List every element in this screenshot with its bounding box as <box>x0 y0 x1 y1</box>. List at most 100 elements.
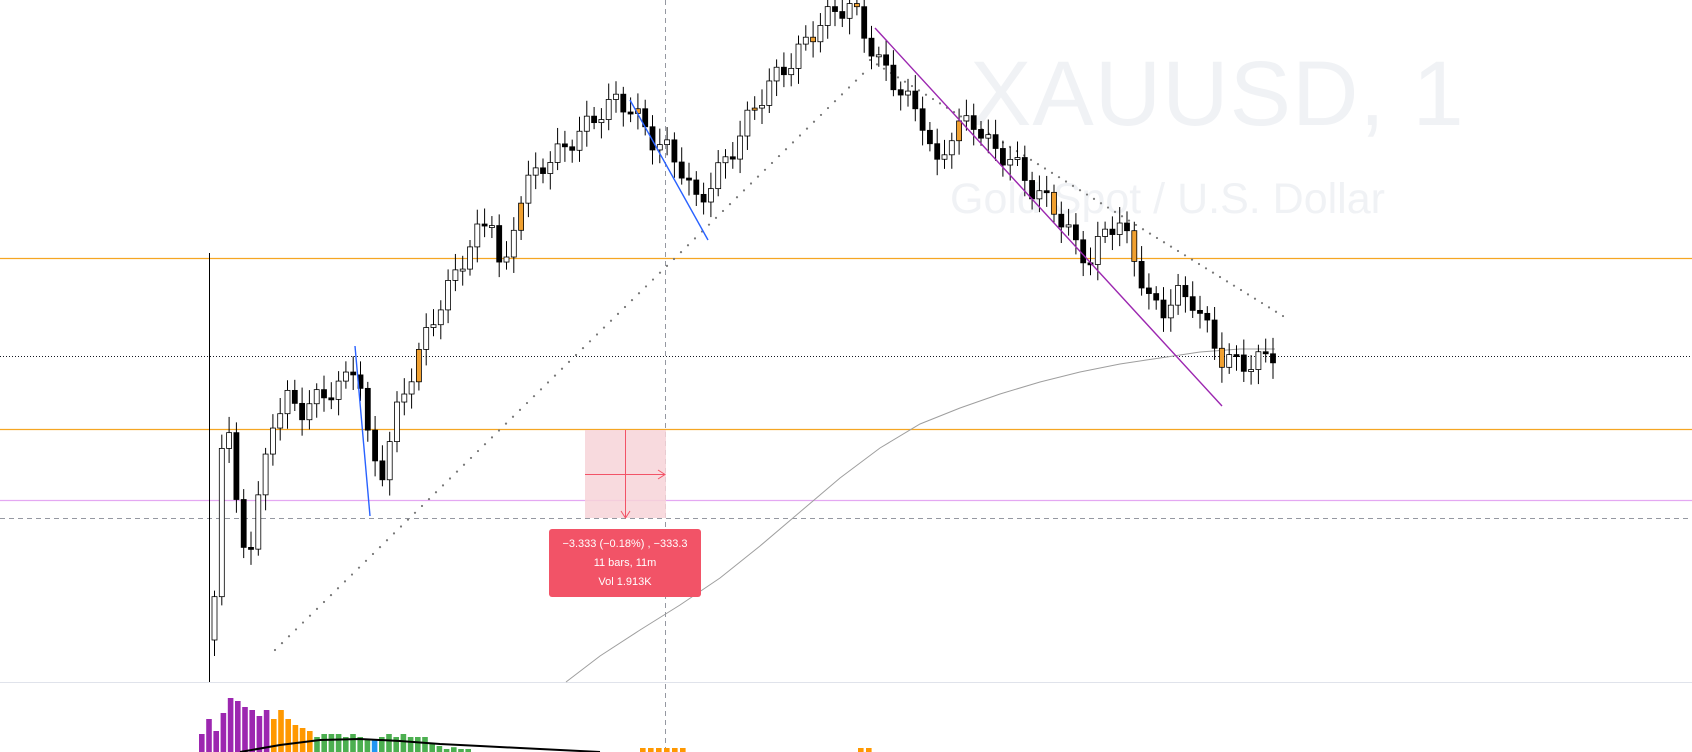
volume-bar <box>206 719 212 752</box>
sar-dot <box>791 141 795 144</box>
candle-up <box>532 167 539 176</box>
candle-up <box>1102 228 1108 237</box>
sar-dot <box>588 340 592 343</box>
volume-bar <box>263 710 270 752</box>
sar-dot <box>882 67 886 70</box>
sar-dot <box>630 299 634 302</box>
candle-down <box>927 129 933 145</box>
candle-down <box>1138 261 1145 289</box>
volume-bar <box>415 737 421 752</box>
candle-down <box>620 93 627 113</box>
candle-down <box>781 66 787 76</box>
candle-up <box>226 432 233 449</box>
candle-up <box>1167 304 1174 319</box>
volume-bar <box>379 737 385 752</box>
candle-down <box>832 6 838 12</box>
sar-dot <box>679 251 683 254</box>
sar-dot <box>784 148 788 151</box>
volume-bar <box>242 707 248 752</box>
candle-up <box>715 162 722 190</box>
sar-dot <box>469 456 473 460</box>
sar-dot <box>868 58 872 62</box>
candle-down <box>919 108 926 131</box>
sar-dot <box>525 401 529 405</box>
volume-bar <box>422 737 428 752</box>
sar-dot <box>434 491 438 494</box>
sar-dot <box>861 72 865 75</box>
sar-dot <box>1169 245 1173 248</box>
trendline-blue-1[interactable] <box>354 345 371 517</box>
candle-down <box>1029 180 1035 200</box>
moving-average-line <box>565 348 1275 683</box>
sar-dot <box>1162 241 1166 244</box>
candle-up <box>656 144 663 151</box>
candle-down <box>1189 296 1196 311</box>
volume-bar <box>227 698 234 752</box>
candle-down <box>671 139 678 163</box>
sar-dot <box>1218 275 1222 279</box>
candle-up <box>708 188 714 203</box>
sar-dot <box>1176 249 1180 253</box>
volume-bar <box>664 748 670 752</box>
sar-dot <box>511 415 515 418</box>
candle-down <box>379 460 386 481</box>
volume-bar <box>357 737 363 752</box>
candle-down <box>839 11 846 19</box>
volume-bar <box>335 734 342 752</box>
sar-dot <box>777 154 781 158</box>
sar-dot <box>910 84 914 88</box>
trendline-purple[interactable] <box>874 27 1223 407</box>
volume-bar <box>407 737 414 752</box>
sar-dot <box>812 120 816 123</box>
volume-bar <box>271 719 277 752</box>
sar-dot <box>1204 267 1208 270</box>
sar-dot <box>1064 180 1068 183</box>
sar-dot <box>770 161 774 165</box>
candle-up <box>1116 222 1123 235</box>
sar-dot <box>287 635 291 638</box>
candle-up <box>817 25 824 43</box>
sar-dot <box>847 86 851 89</box>
candle-up <box>948 140 955 156</box>
sar-dot <box>917 89 921 92</box>
candle-up <box>963 115 970 122</box>
sar-dot <box>644 285 648 288</box>
measure-volume: Vol 1.913K <box>598 576 652 588</box>
sar-dot <box>665 264 669 267</box>
candle-down <box>649 126 656 151</box>
volume-histogram <box>199 698 872 752</box>
trendline-blue-2[interactable] <box>629 99 709 241</box>
sar-dot <box>1127 219 1131 222</box>
volume-bar <box>321 734 327 752</box>
candle-down <box>978 129 984 139</box>
candle-up <box>335 380 342 400</box>
candle-down <box>1262 351 1269 355</box>
sar-dot <box>427 497 431 501</box>
sar-dot <box>1106 206 1110 209</box>
candle-down <box>1153 293 1160 301</box>
candle-down <box>291 389 298 404</box>
sar-dot <box>658 271 662 274</box>
volume-bar <box>285 719 291 752</box>
sar-dot <box>840 93 844 96</box>
candle-down <box>569 146 576 151</box>
sar-dot <box>616 312 620 315</box>
volume-bar <box>292 725 299 752</box>
sar-dot <box>1274 310 1278 313</box>
sar-dot <box>378 546 382 549</box>
candle-down <box>1240 354 1247 372</box>
sar-dot <box>553 374 557 377</box>
sar-dot <box>357 566 361 569</box>
sar-dot <box>420 504 424 508</box>
volume-bar <box>436 746 443 752</box>
volume-bar <box>656 748 662 752</box>
candle-up <box>474 223 481 248</box>
sar-dot <box>1036 163 1040 166</box>
volume-bar <box>640 748 646 752</box>
candle-down <box>1182 285 1189 298</box>
sar-dot <box>483 443 487 446</box>
sar-dot <box>875 63 879 66</box>
volume-bar <box>364 740 371 752</box>
